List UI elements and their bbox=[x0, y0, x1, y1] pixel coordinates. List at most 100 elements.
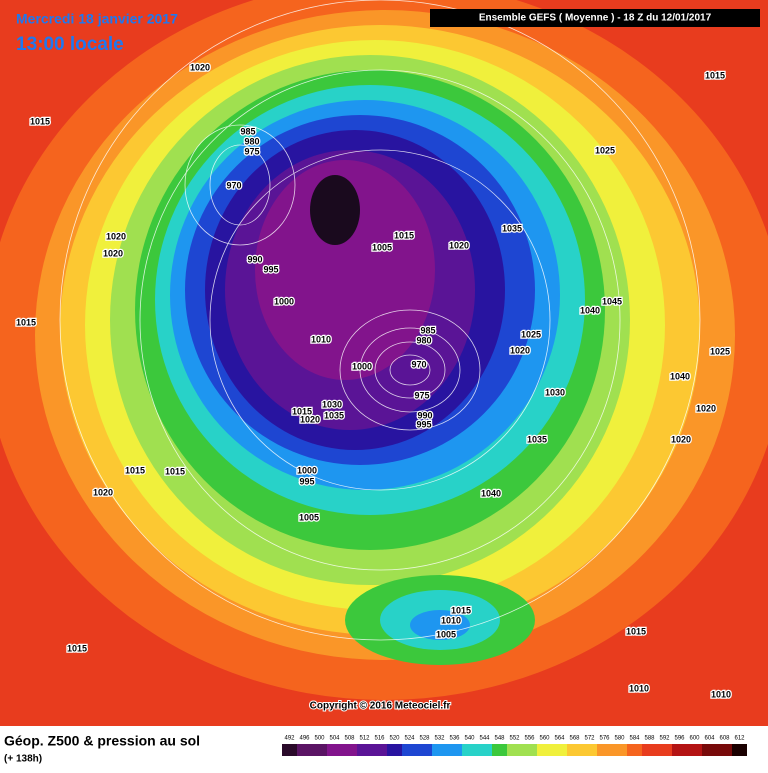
isobar-label: 1030 bbox=[545, 387, 565, 397]
isobar-label: 1020 bbox=[106, 231, 126, 241]
scale-swatch bbox=[522, 744, 537, 756]
isobar-label: 1015 bbox=[705, 70, 725, 80]
scale-label: 540 bbox=[464, 736, 475, 742]
scale-swatch bbox=[507, 744, 522, 756]
scale-label: 492 bbox=[284, 736, 295, 742]
scale-swatch bbox=[642, 744, 657, 756]
date: Mercredi 18 janvier 2017 bbox=[16, 11, 178, 27]
isobar-label: 1015 bbox=[67, 643, 87, 653]
scale-label: 500 bbox=[314, 736, 325, 742]
isobar-label: 1040 bbox=[670, 371, 690, 381]
scale-label: 580 bbox=[614, 736, 625, 742]
isobar-label: 1005 bbox=[436, 629, 456, 639]
isobar-label: 1015 bbox=[626, 626, 646, 636]
isobar-label: 1035 bbox=[502, 223, 522, 233]
isobar-label: 995 bbox=[416, 419, 431, 429]
scale-swatch bbox=[597, 744, 612, 756]
scale-label: 604 bbox=[704, 736, 715, 742]
isobar-label: 1015 bbox=[165, 466, 185, 476]
scale-swatch bbox=[477, 744, 492, 756]
scale-label: 588 bbox=[644, 736, 655, 742]
isobar-label: 1015 bbox=[451, 605, 471, 615]
scale-swatch bbox=[462, 744, 477, 756]
scale-label: 576 bbox=[599, 736, 610, 742]
copyright: Copyright © 2016 Meteociel.fr bbox=[310, 701, 451, 712]
isobar-label: 970 bbox=[226, 180, 241, 190]
scale-swatch bbox=[297, 744, 312, 756]
isobar-label: 1010 bbox=[441, 615, 461, 625]
isobar-label: 1015 bbox=[394, 230, 414, 240]
scale-swatch bbox=[282, 744, 297, 756]
scale-swatch bbox=[417, 744, 432, 756]
isobar-label: 1010 bbox=[311, 334, 331, 344]
scale-swatch bbox=[672, 744, 687, 756]
isobar-label: 1025 bbox=[595, 145, 615, 155]
isobar-label: 1035 bbox=[527, 434, 547, 444]
scale-label: 596 bbox=[674, 736, 685, 742]
isobar-label: 1040 bbox=[481, 488, 501, 498]
isobars bbox=[59, 0, 701, 641]
scale-label: 600 bbox=[689, 736, 700, 742]
isobar-label: 1020 bbox=[190, 62, 210, 72]
scale-swatch bbox=[537, 744, 552, 756]
scale-swatch bbox=[717, 744, 732, 756]
isobar-label: 995 bbox=[299, 476, 314, 486]
isobar-label: 985 bbox=[420, 325, 435, 335]
scale-swatch bbox=[402, 744, 417, 756]
scale-label: 584 bbox=[629, 736, 640, 742]
isobar-label: 1020 bbox=[449, 240, 469, 250]
scale-label: 556 bbox=[524, 736, 535, 742]
run-box bbox=[430, 9, 760, 27]
isobar-label: 1005 bbox=[299, 512, 319, 522]
scale-swatch bbox=[627, 744, 642, 756]
isobar-label: 1020 bbox=[93, 487, 113, 497]
scale-swatch bbox=[342, 744, 357, 756]
isobar-label: 990 bbox=[417, 410, 432, 420]
isobar-label: 1020 bbox=[696, 403, 716, 413]
isobar-label: 1035 bbox=[324, 410, 344, 420]
scale-label: 508 bbox=[344, 736, 355, 742]
scale-label: 532 bbox=[434, 736, 445, 742]
isobar-label: 990 bbox=[247, 254, 262, 264]
isobar-label: 1010 bbox=[711, 689, 731, 699]
scale-label: 548 bbox=[494, 736, 505, 742]
scale-swatch bbox=[612, 744, 627, 756]
scale-swatch bbox=[372, 744, 387, 756]
scale-label: 520 bbox=[389, 736, 400, 742]
scale-swatch bbox=[447, 744, 462, 756]
isobar-label: 1000 bbox=[274, 296, 294, 306]
scale-swatch bbox=[432, 744, 447, 756]
scale-swatch bbox=[387, 744, 402, 756]
isobar-label: 970 bbox=[411, 359, 426, 369]
isobar-label: 1020 bbox=[300, 414, 320, 424]
scale-label: 564 bbox=[554, 736, 565, 742]
isobar-label: 985 bbox=[240, 126, 255, 136]
isobar-label: 980 bbox=[244, 136, 259, 146]
isobar-label: 1045 bbox=[602, 296, 622, 306]
scale-swatch bbox=[687, 744, 702, 756]
isobar-label: 1000 bbox=[297, 465, 317, 475]
scale-swatch bbox=[732, 744, 747, 756]
isobar-label: 1040 bbox=[580, 305, 600, 315]
scale-label: 560 bbox=[539, 736, 550, 742]
isobar-label: 1025 bbox=[710, 346, 730, 356]
scale-swatch bbox=[702, 744, 717, 756]
isobar-label: 995 bbox=[263, 264, 278, 274]
footer-title: Géop. Z500 & pression au sol bbox=[4, 733, 200, 749]
scale-swatch bbox=[492, 744, 507, 756]
isobar-label: 1015 bbox=[30, 116, 50, 126]
isobar-label: 1000 bbox=[352, 361, 372, 371]
scale-swatch bbox=[312, 744, 327, 756]
scale-label: 612 bbox=[734, 736, 745, 742]
isobar-label: 980 bbox=[416, 335, 431, 345]
scale-label: 496 bbox=[299, 736, 310, 742]
scale-swatch bbox=[357, 744, 372, 756]
scale-label: 592 bbox=[659, 736, 670, 742]
scale-swatch bbox=[582, 744, 597, 756]
isobar-label: 975 bbox=[244, 146, 259, 156]
scale-label: 528 bbox=[419, 736, 430, 742]
isobar-label: 1020 bbox=[103, 248, 123, 258]
scale-swatch bbox=[567, 744, 582, 756]
scale-label: 524 bbox=[404, 736, 415, 742]
